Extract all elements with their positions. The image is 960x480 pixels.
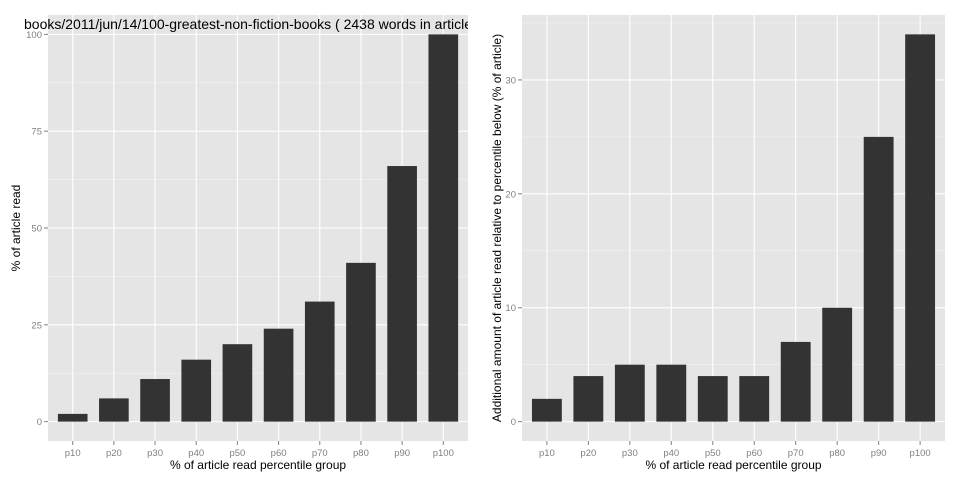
- x-tick-label: p80: [353, 448, 369, 459]
- x-axis-title: % of article read percentile group: [170, 458, 346, 472]
- y-tick-label: 20: [505, 189, 516, 200]
- x-tick-label: p30: [147, 448, 163, 459]
- bar-p20: [573, 376, 604, 422]
- bar-p80: [346, 262, 376, 422]
- bar-p60: [263, 328, 294, 422]
- x-tick-label: p40: [188, 448, 204, 459]
- bar-p100: [428, 34, 459, 422]
- x-tick-label: p100: [910, 448, 931, 459]
- bar-p80: [822, 307, 853, 422]
- y-tick-label: 0: [37, 417, 42, 428]
- x-tick-label: p30: [622, 448, 638, 459]
- x-tick-label: p60: [271, 448, 287, 459]
- bar-p40: [181, 359, 212, 422]
- x-tick-label: p80: [829, 448, 845, 459]
- bar-p30: [140, 379, 170, 422]
- y-tick-label: 10: [505, 303, 516, 314]
- x-tick-label: p10: [539, 448, 555, 459]
- x-tick-label: p70: [312, 448, 328, 459]
- bar-p30: [614, 364, 645, 422]
- bar-p70: [780, 341, 811, 422]
- bar-p10: [531, 398, 562, 422]
- bar-p100: [905, 34, 936, 422]
- y-tick-label: 100: [26, 30, 42, 41]
- bar-p20: [99, 398, 129, 422]
- x-tick-label: p20: [106, 448, 122, 459]
- y-tick-label: 30: [505, 75, 516, 86]
- x-axis-title: % of article read percentile group: [645, 458, 821, 472]
- bar-p40: [656, 364, 687, 422]
- bar-p70: [304, 301, 335, 422]
- bar-p50: [222, 344, 253, 422]
- bar-p90: [387, 166, 417, 422]
- y-tick-label: 50: [31, 224, 42, 235]
- x-tick-label: p50: [705, 448, 721, 459]
- y-tick-label: 75: [31, 127, 42, 138]
- x-tick-label: p50: [229, 448, 245, 459]
- right-bar-chart: 0 10 20 30 p10 p20 p30 p40 p50 p60 p70 p80 p90 p100 % …: [490, 15, 945, 472]
- plot-title: books/2011/jun/14/100-greatest-non-ficti…: [24, 16, 472, 32]
- bar-p90: [863, 136, 894, 422]
- x-tick-label: p90: [394, 448, 410, 459]
- left-bar-chart: 0 25 50 75 100 p10 p20 p30 p40 p50 p60 p70 p80 p90 p10…: [9, 15, 472, 472]
- y-axis-title: Additional amount of article read relati…: [490, 34, 504, 422]
- x-tick-label: p20: [580, 448, 596, 459]
- y-tick-label: 25: [31, 320, 42, 331]
- y-axis-title: % of article read: [9, 185, 23, 272]
- y-tick-label: 0: [511, 417, 516, 428]
- x-tick-label: p100: [433, 448, 454, 459]
- bar-p50: [697, 376, 728, 422]
- x-tick-label: p70: [788, 448, 804, 459]
- bar-p10: [57, 413, 88, 422]
- x-tick-label: p10: [65, 448, 81, 459]
- x-tick-label: p90: [871, 448, 887, 459]
- x-tick-label: p60: [746, 448, 762, 459]
- bar-p60: [739, 376, 770, 422]
- x-tick-label: p40: [663, 448, 679, 459]
